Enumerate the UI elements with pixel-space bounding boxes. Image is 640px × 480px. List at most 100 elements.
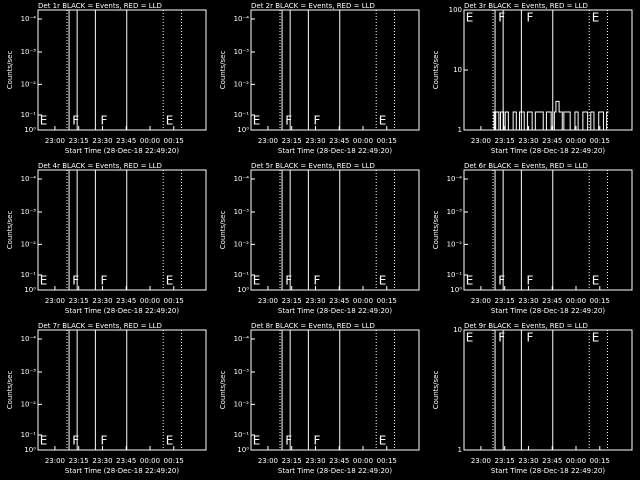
x-tick-label: 23:15 — [69, 137, 89, 145]
annotation: F — [498, 331, 505, 345]
y-tick-label: 10⁻¹ — [447, 271, 463, 279]
y-axis-label: Counts/sec — [6, 211, 14, 250]
panel-title: Det 4r BLACK = Events, RED = LLD — [38, 162, 162, 170]
y-tick-label: 10⁻² — [234, 240, 250, 248]
y-tick-label: 10⁻¹ — [21, 111, 37, 119]
annotation: E — [379, 274, 387, 288]
x-tick-label: 23:00 — [471, 457, 491, 465]
annotation: F — [313, 434, 320, 448]
annotation: F — [285, 114, 292, 128]
x-tick-label: 23:00 — [45, 297, 65, 305]
y-tick-label: 10⁻³ — [234, 368, 250, 376]
y-tick-label: 10 — [453, 66, 462, 74]
panel: Det 3r BLACK = Events, RED = LLD Counts/s… — [432, 2, 633, 155]
x-axis-label: Start Time (28-Dec-18 22:49:20) — [491, 307, 605, 315]
y-tick-label: 10⁻⁴ — [234, 175, 250, 183]
annotation: F — [285, 434, 292, 448]
annotation: E — [466, 331, 474, 345]
x-tick-label: 00:15 — [164, 137, 184, 145]
x-tick-label: 00:00 — [353, 457, 373, 465]
y-tick-label: 10⁰ — [237, 446, 249, 454]
x-tick-label: 23:45 — [542, 457, 562, 465]
panel: Det 5r BLACK = Events, RED = LLD Counts/s… — [219, 162, 420, 315]
y-axis-label: Counts/sec — [219, 211, 227, 250]
y-tick-label: 10⁰ — [24, 286, 36, 294]
x-tick-label: 23:15 — [495, 457, 515, 465]
annotation: F — [498, 11, 505, 25]
x-tick-label: 23:00 — [258, 137, 278, 145]
x-tick-label: 23:45 — [329, 457, 349, 465]
plot-frame — [463, 329, 633, 451]
x-tick-label: 00:00 — [140, 457, 160, 465]
x-tick-label: 23:30 — [518, 297, 538, 305]
x-tick-label: 23:45 — [329, 297, 349, 305]
y-tick-label: 10⁻³ — [447, 208, 463, 216]
x-axis-label: Start Time (28-Dec-18 22:49:20) — [65, 307, 179, 315]
x-tick-label: 23:00 — [45, 457, 65, 465]
x-tick-label: 00:15 — [377, 297, 397, 305]
y-tick-label: 10⁻¹ — [21, 271, 37, 279]
x-axis-label: Start Time (28-Dec-18 22:49:20) — [491, 467, 605, 475]
y-tick-label: 10⁰ — [24, 446, 36, 454]
x-tick-label: 23:30 — [305, 457, 325, 465]
plot-frame — [250, 329, 420, 451]
panel-title: Det 3r BLACK = Events, RED = LLD — [464, 2, 588, 10]
y-axis-label: Counts/sec — [432, 371, 440, 410]
y-axis-label: Counts/sec — [432, 51, 440, 90]
x-tick-label: 00:15 — [590, 297, 610, 305]
y-tick-label: 10⁻⁴ — [21, 175, 37, 183]
x-tick-label: 23:00 — [45, 137, 65, 145]
x-tick-label: 00:00 — [140, 137, 160, 145]
annotation: E — [466, 274, 474, 288]
y-tick-label: 10⁻³ — [21, 48, 37, 56]
y-tick-label: 10⁻² — [21, 240, 37, 248]
annotation: E — [253, 434, 261, 448]
annotation: E — [40, 274, 48, 288]
x-tick-label: 23:30 — [92, 137, 112, 145]
y-tick-label: 10⁰ — [450, 286, 462, 294]
y-axis-label: Counts/sec — [6, 51, 14, 90]
x-tick-label: 23:15 — [282, 137, 302, 145]
x-tick-label: 23:30 — [518, 457, 538, 465]
x-tick-label: 23:30 — [92, 457, 112, 465]
panel: Det 6r BLACK = Events, RED = LLD Counts/s… — [432, 162, 633, 315]
x-axis-label: Start Time (28-Dec-18 22:49:20) — [278, 307, 392, 315]
panel-title: Det 8r BLACK = Events, RED = LLD — [251, 322, 375, 330]
y-tick-label: 10⁻² — [21, 80, 37, 88]
annotation: F — [72, 274, 79, 288]
panel: Det 8r BLACK = Events, RED = LLD Counts/s… — [219, 322, 420, 475]
x-tick-label: 23:00 — [471, 297, 491, 305]
x-tick-label: 23:45 — [116, 297, 136, 305]
annotation: F — [100, 274, 107, 288]
annotation: F — [285, 274, 292, 288]
plot-frame — [250, 9, 420, 131]
x-tick-label: 00:15 — [164, 297, 184, 305]
y-tick-label: 10⁻⁴ — [447, 175, 463, 183]
plot-frame — [37, 9, 207, 131]
x-tick-label: 23:45 — [116, 137, 136, 145]
y-tick-label: 10⁻¹ — [234, 431, 250, 439]
annotation: E — [379, 114, 387, 128]
y-tick-label: 10⁻⁴ — [21, 15, 37, 23]
y-tick-label: 10⁰ — [237, 126, 249, 134]
y-tick-label: 10 — [453, 326, 462, 334]
x-tick-label: 23:15 — [69, 297, 89, 305]
annotation: F — [313, 274, 320, 288]
annotation: F — [526, 274, 533, 288]
y-tick-label: 10⁻¹ — [234, 111, 250, 119]
annotation: E — [592, 11, 600, 25]
y-tick-label: 1 — [458, 126, 462, 134]
annotation: E — [592, 331, 600, 345]
annotation: E — [379, 434, 387, 448]
x-axis-label: Start Time (28-Dec-18 22:49:20) — [65, 147, 179, 155]
x-tick-label: 00:00 — [353, 297, 373, 305]
x-tick-label: 00:00 — [140, 297, 160, 305]
annotation: F — [100, 434, 107, 448]
y-tick-label: 10⁻³ — [234, 208, 250, 216]
annotation: E — [592, 274, 600, 288]
annotation: F — [72, 434, 79, 448]
annotation: E — [40, 434, 48, 448]
y-tick-label: 10⁻³ — [21, 368, 37, 376]
x-axis-label: Start Time (28-Dec-18 22:49:20) — [278, 147, 392, 155]
plot-frame — [463, 169, 633, 291]
